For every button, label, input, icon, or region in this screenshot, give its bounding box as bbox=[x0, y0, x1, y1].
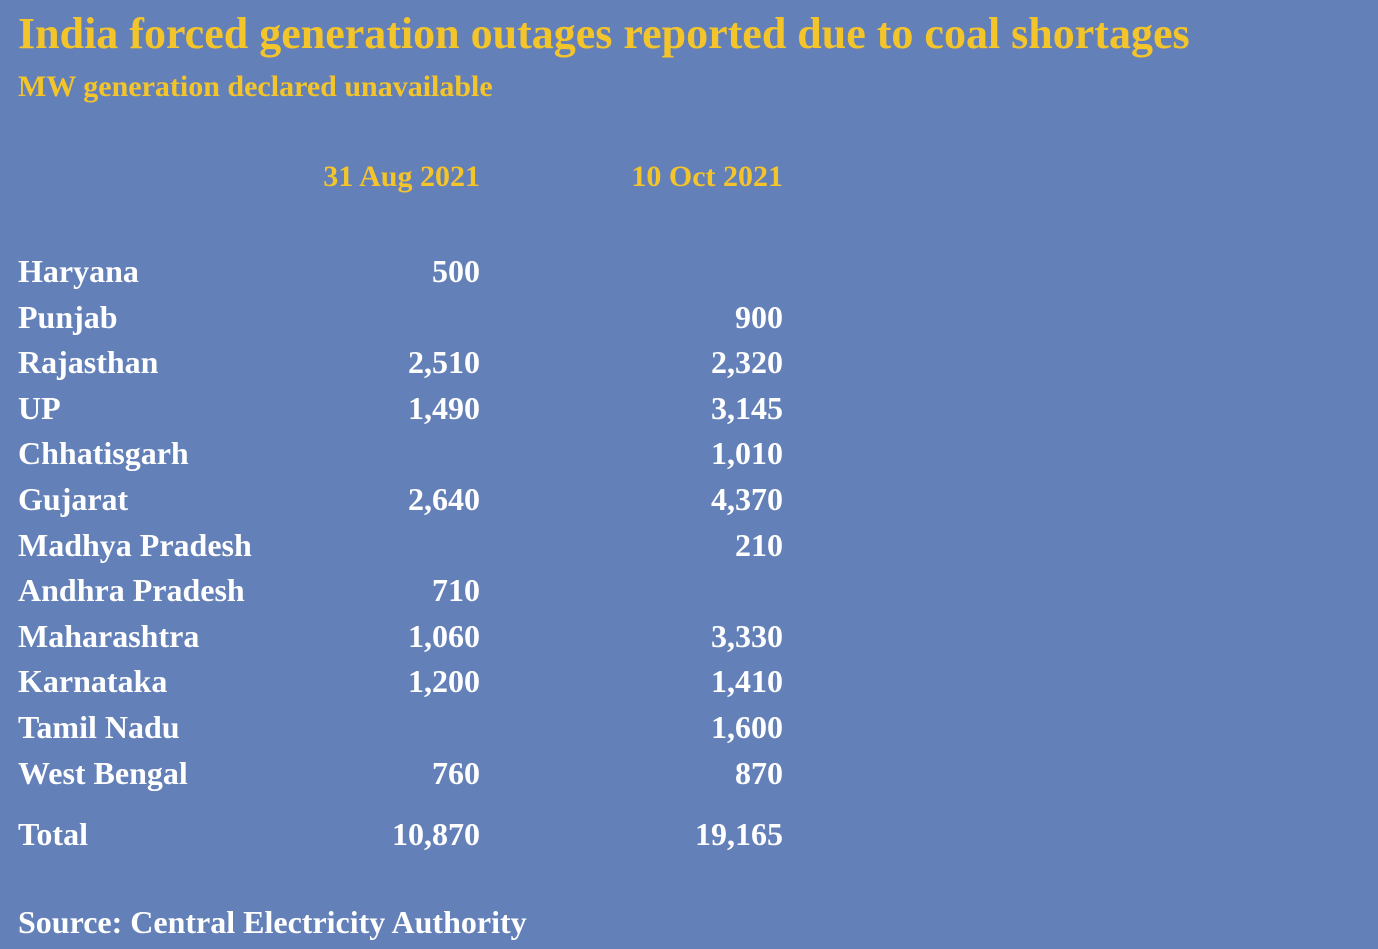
table-row-west-bengal-value-aug-2021: 760 bbox=[432, 755, 480, 791]
table-row-tamil-nadu-value-oct-2021: 1,600 bbox=[711, 709, 783, 745]
table-row-west-bengal: West Bengal 760 870 bbox=[0, 753, 1378, 793]
table-row-rajasthan-label: Rajasthan bbox=[18, 344, 159, 380]
table-row-andhra-pradesh: Andhra Pradesh 710 bbox=[0, 570, 1378, 610]
table-row-gujarat: Gujarat 2,640 4,370 bbox=[0, 479, 1378, 519]
table-row-rajasthan-value-oct-2021: 2,320 bbox=[711, 344, 783, 380]
chart-subtitle: MW generation declared unavailable bbox=[18, 70, 493, 103]
table-row-total-value-aug-2021: 10,870 bbox=[392, 816, 480, 852]
table-row-gujarat-label: Gujarat bbox=[18, 481, 129, 517]
table-row-punjab: Punjab 900 bbox=[0, 297, 1378, 337]
table-row-punjab-label: Punjab bbox=[18, 299, 118, 335]
table-row-maharashtra: Maharashtra 1,060 3,330 bbox=[0, 616, 1378, 656]
table-row-chhatisgarh-label: Chhatisgarh bbox=[18, 435, 189, 471]
table-row-maharashtra-label: Maharashtra bbox=[18, 618, 200, 654]
table-row-total-label: Total bbox=[18, 816, 88, 852]
table-row-haryana-value-aug-2021: 500 bbox=[432, 253, 480, 289]
chart-title: India forced generation outages reported… bbox=[18, 9, 1190, 58]
table-row-west-bengal-label: West Bengal bbox=[18, 755, 188, 791]
table-row-gujarat-value-aug-2021: 2,640 bbox=[408, 481, 480, 517]
table-row-chhatisgarh: Chhatisgarh 1,010 bbox=[0, 433, 1378, 473]
table-row-andhra-pradesh-label: Andhra Pradesh bbox=[18, 572, 245, 608]
table-row-punjab-value-oct-2021: 900 bbox=[735, 299, 783, 335]
table-row-total-value-oct-2021: 19,165 bbox=[695, 816, 783, 852]
column-header-oct-2021: 10 Oct 2021 bbox=[631, 160, 783, 193]
table-row-west-bengal-value-oct-2021: 870 bbox=[735, 755, 783, 791]
column-header-aug-2021: 31 Aug 2021 bbox=[323, 160, 480, 193]
table-row-karnataka: Karnataka 1,200 1,410 bbox=[0, 661, 1378, 701]
table-row-haryana: Haryana 500 bbox=[0, 251, 1378, 291]
table-row-maharashtra-value-aug-2021: 1,060 bbox=[408, 618, 480, 654]
table-row-andhra-pradesh-value-aug-2021: 710 bbox=[432, 572, 480, 608]
table-row-haryana-label: Haryana bbox=[18, 253, 139, 289]
table-row-karnataka-label: Karnataka bbox=[18, 663, 168, 699]
table-row-up-label: UP bbox=[18, 390, 61, 426]
table-row-up-value-oct-2021: 3,145 bbox=[711, 390, 783, 426]
table-row-rajasthan: Rajasthan 2,510 2,320 bbox=[0, 342, 1378, 382]
table-row-karnataka-value-aug-2021: 1,200 bbox=[408, 663, 480, 699]
table-row-up-value-aug-2021: 1,490 bbox=[408, 390, 480, 426]
table-row-rajasthan-value-aug-2021: 2,510 bbox=[408, 344, 480, 380]
table-row-tamil-nadu: Tamil Nadu 1,600 bbox=[0, 707, 1378, 747]
table-row-madhya-pradesh-value-oct-2021: 210 bbox=[735, 527, 783, 563]
table-row-karnataka-value-oct-2021: 1,410 bbox=[711, 663, 783, 699]
source-note: Source: Central Electricity Authority bbox=[18, 904, 527, 940]
table-row-up: UP 1,490 3,145 bbox=[0, 388, 1378, 428]
table-row-maharashtra-value-oct-2021: 3,330 bbox=[711, 618, 783, 654]
table-row-total: Total 10,870 19,165 bbox=[0, 814, 1378, 854]
table-row-madhya-pradesh: Madhya Pradesh 210 bbox=[0, 525, 1378, 565]
table-row-tamil-nadu-label: Tamil Nadu bbox=[18, 709, 180, 745]
table-row-gujarat-value-oct-2021: 4,370 bbox=[711, 481, 783, 517]
table-row-madhya-pradesh-label: Madhya Pradesh bbox=[18, 527, 252, 563]
table-row-chhatisgarh-value-oct-2021: 1,010 bbox=[711, 435, 783, 471]
